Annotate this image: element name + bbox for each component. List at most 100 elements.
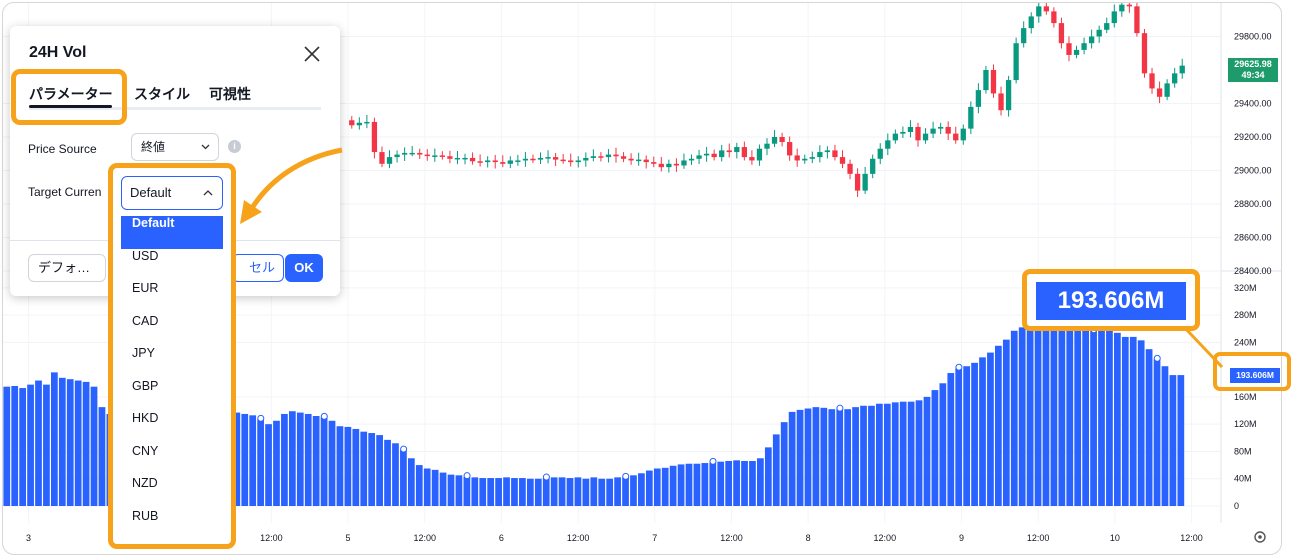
volume-bar (971, 362, 978, 506)
time-tick-label: 12:00 (874, 533, 897, 543)
candle-body (560, 159, 566, 162)
volume-marker (257, 414, 265, 422)
currency-option-nzd[interactable]: NZD (132, 476, 158, 490)
candle-body (454, 157, 461, 160)
volume-bar (1098, 330, 1105, 506)
volume-bar (1074, 327, 1082, 506)
volume-bar (757, 458, 764, 506)
volume-bar (1145, 349, 1153, 506)
time-tick-label: 10 (1110, 533, 1120, 543)
volume-bar (368, 433, 376, 506)
tab-active-indicator (29, 105, 112, 108)
currency-option-gbp[interactable]: GBP (132, 378, 159, 393)
tab-track (29, 107, 321, 110)
volume-bar (638, 473, 645, 506)
currency-option-jpy[interactable]: JPY (132, 346, 155, 360)
currency-option-default[interactable]: Default (121, 216, 223, 249)
volume-bar (447, 474, 455, 506)
candle-body (1058, 23, 1065, 44)
tab-visibility[interactable]: 可視性 (209, 86, 251, 102)
volume-tick-label: 160M (1234, 392, 1257, 402)
volume-bar (931, 390, 939, 506)
volume-bar (1114, 332, 1121, 506)
currency-option-usd[interactable]: USD (132, 248, 159, 263)
volume-bar (542, 478, 550, 506)
currency-option-hkd[interactable]: HKD (132, 411, 159, 425)
volume-bar (606, 478, 614, 506)
defaults-dropdown-button[interactable]: デフォ… (28, 254, 106, 282)
volume-bar (407, 458, 415, 506)
volume-bar (598, 478, 606, 506)
currency-option-cny[interactable]: CNY (132, 443, 159, 458)
price-candles (349, 3, 1185, 197)
volume-bar (820, 407, 828, 506)
volume-bar (836, 409, 844, 506)
volume-bar (685, 463, 693, 506)
volume-bar (828, 409, 836, 506)
target-currency-label: Target Curren (28, 185, 102, 199)
time-tick-label: 5 (346, 533, 351, 543)
candle-body (1172, 73, 1178, 84)
ok-button[interactable]: OK (285, 254, 323, 282)
volume-bar (558, 477, 566, 506)
volume-tick-label: 320M (1234, 283, 1257, 293)
candle-body (1096, 29, 1102, 37)
close-icon[interactable] (302, 44, 322, 64)
candle-body (515, 160, 521, 162)
candle-body (809, 157, 815, 159)
cancel-button[interactable]: セル (232, 254, 284, 282)
defaults-label: デフォ… (38, 260, 91, 275)
volume-bar (860, 405, 867, 506)
candle-body (922, 133, 929, 141)
tab-style[interactable]: スタイル (134, 86, 190, 102)
volume-bar (376, 435, 383, 506)
candle-body (364, 121, 370, 124)
candle-body (417, 152, 423, 155)
currency-option-rub[interactable]: RUB (132, 508, 159, 523)
volume-bar (66, 379, 74, 506)
volume-bar (582, 478, 590, 506)
candle-body (492, 160, 498, 163)
price-tick-label: 28400.00 (1234, 266, 1272, 276)
volume-bar (645, 470, 653, 506)
volume-bar (43, 384, 50, 506)
target-currency-select[interactable]: Default (121, 176, 223, 210)
candle-body (666, 163, 672, 168)
volume-bar (979, 357, 986, 506)
currency-option-cad[interactable]: CAD (132, 313, 159, 328)
volume-bar (749, 461, 756, 506)
candle-body (975, 90, 982, 107)
volume-bar (1050, 327, 1058, 506)
volume-bar (1129, 336, 1137, 506)
candle-body (764, 143, 770, 149)
info-icon[interactable]: i (228, 140, 241, 153)
candle-body (953, 133, 959, 141)
volume-bar (780, 422, 788, 506)
price-source-select[interactable]: 終値 (131, 133, 219, 161)
candle-body (1021, 28, 1027, 44)
candle-body (485, 160, 491, 163)
candle-body (1179, 65, 1185, 74)
candle-body (522, 158, 529, 161)
volume-bar (1161, 366, 1169, 506)
candle-body (1104, 23, 1110, 30)
candle-body (658, 163, 664, 168)
last-price-tag: 29625.98 49:34 (1228, 58, 1278, 82)
volume-bar (717, 461, 725, 506)
candle-body (530, 158, 536, 161)
settings-gear-icon[interactable] (1254, 531, 1266, 543)
target-currency-value: Default (130, 185, 172, 200)
currency-option-eur[interactable]: EUR (132, 281, 159, 295)
candle-body (787, 142, 793, 156)
candle-body (613, 154, 619, 157)
candle-body (779, 137, 785, 143)
volume-bar (804, 408, 812, 506)
volume-marker (1153, 354, 1161, 362)
volume-bar (995, 345, 1002, 506)
candle-body (1051, 11, 1057, 24)
tab-parameters[interactable]: パラメーター (29, 86, 113, 102)
candle-body (1164, 83, 1170, 97)
candle-body (636, 159, 642, 162)
candle-body (877, 148, 883, 159)
candle-body (998, 93, 1004, 111)
